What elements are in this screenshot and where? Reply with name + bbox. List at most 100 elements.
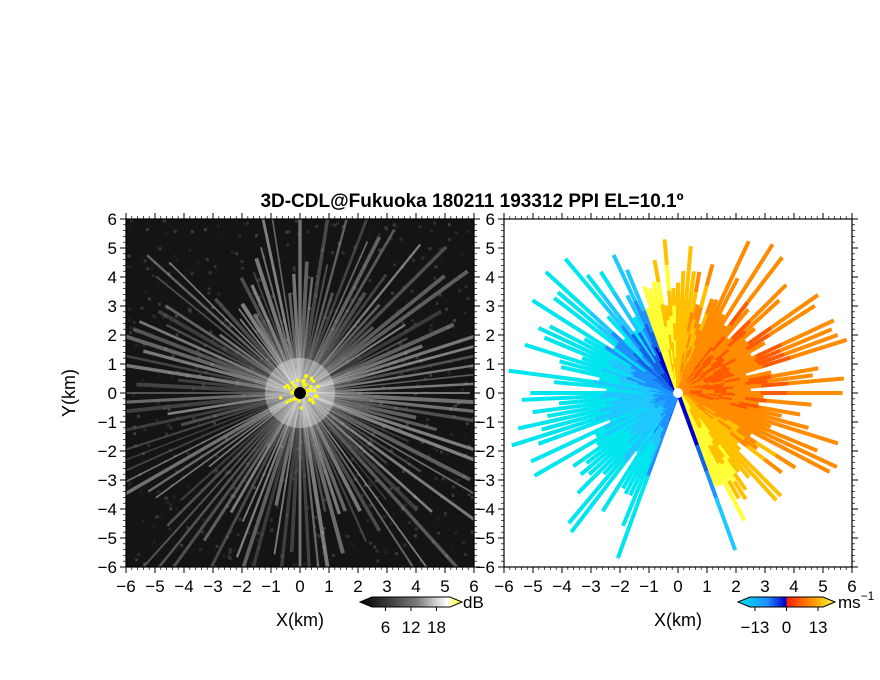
velocity-ray bbox=[622, 337, 635, 350]
velocity-ray bbox=[585, 478, 607, 503]
noise-pixel bbox=[174, 469, 178, 473]
velocity-ray bbox=[779, 408, 801, 417]
noise-pixel bbox=[467, 493, 471, 497]
velocity-ray bbox=[723, 292, 743, 320]
reflectivity-ylabel: Y(km) bbox=[59, 369, 79, 417]
echo-ray bbox=[298, 219, 330, 394]
noise-pixel bbox=[399, 342, 403, 346]
velocity-ray bbox=[714, 388, 727, 394]
velocity-ray bbox=[678, 311, 684, 333]
velocity-ray bbox=[585, 449, 603, 465]
noise-pixel bbox=[217, 271, 221, 275]
y-tick-label: −2 bbox=[476, 442, 495, 461]
velocity-ray bbox=[598, 396, 619, 402]
x-tick-label: −3 bbox=[203, 577, 222, 596]
noise-pixel bbox=[129, 219, 133, 223]
velocity-ray bbox=[597, 402, 626, 413]
noise-pixel bbox=[188, 308, 192, 312]
velocity-ray bbox=[711, 291, 727, 318]
velocity-ray bbox=[725, 359, 740, 370]
noise-pixel bbox=[157, 515, 161, 519]
velocity-ray bbox=[616, 341, 640, 361]
echo-ray bbox=[141, 392, 301, 567]
noise-pixel bbox=[147, 297, 151, 301]
x-tick-label: 0 bbox=[295, 577, 304, 596]
noise-pixel bbox=[427, 454, 431, 458]
noise-pixel bbox=[254, 519, 258, 523]
noise-pixel bbox=[190, 230, 194, 234]
noise-pixel bbox=[389, 487, 393, 491]
noise-pixel bbox=[379, 402, 383, 406]
velocity-ray bbox=[716, 419, 732, 432]
velocity-ray bbox=[695, 330, 706, 348]
noise-pixel bbox=[375, 495, 379, 499]
velocity-ray bbox=[739, 413, 757, 424]
noise-pixel bbox=[429, 229, 433, 233]
velocity-ray bbox=[709, 427, 729, 448]
velocity-ray bbox=[735, 240, 751, 268]
velocity-ray bbox=[606, 387, 619, 393]
noise-pixel bbox=[383, 421, 387, 425]
velocity-ray bbox=[536, 372, 566, 381]
strong-echo bbox=[297, 399, 301, 403]
echo-ray bbox=[126, 392, 301, 451]
velocity-ray bbox=[609, 425, 626, 438]
velocity-ray bbox=[642, 431, 653, 444]
velocity-ray bbox=[744, 314, 764, 333]
velocity-ray bbox=[593, 379, 622, 388]
noise-pixel bbox=[139, 489, 143, 493]
noise-pixel bbox=[315, 224, 319, 228]
velocity-ray bbox=[639, 328, 651, 344]
velocity-ray bbox=[730, 415, 759, 432]
velocity-ray bbox=[746, 419, 772, 434]
noise-pixel bbox=[143, 428, 147, 432]
strong-echo bbox=[299, 406, 303, 410]
noise-pixel bbox=[216, 224, 220, 228]
noise-pixel bbox=[256, 304, 260, 308]
noise-pixel bbox=[456, 478, 460, 482]
velocity-ray bbox=[693, 329, 703, 347]
strong-echo bbox=[285, 400, 289, 404]
velocity-ray bbox=[780, 330, 809, 347]
echo-ray bbox=[299, 391, 474, 462]
noise-pixel bbox=[291, 476, 295, 480]
noise-pixel bbox=[214, 473, 218, 477]
noise-pixel bbox=[285, 338, 289, 342]
noise-pixel bbox=[217, 357, 221, 361]
velocity-ray bbox=[735, 428, 758, 445]
velocity-ray bbox=[749, 341, 766, 353]
velocity-ray bbox=[584, 416, 609, 429]
noise-pixel bbox=[377, 233, 381, 237]
velocity-ray bbox=[760, 298, 781, 318]
velocity-ray bbox=[697, 438, 709, 456]
echo-ray bbox=[298, 219, 348, 394]
velocity-ray bbox=[729, 428, 746, 441]
noise-pixel bbox=[143, 259, 147, 263]
velocity-ray bbox=[817, 337, 848, 351]
velocity-ray bbox=[717, 429, 732, 442]
x-tick-label: 4 bbox=[789, 577, 798, 596]
noise-pixel bbox=[439, 259, 443, 263]
strong-echo bbox=[307, 398, 311, 402]
noise-pixel bbox=[175, 507, 179, 511]
noise-pixel bbox=[453, 404, 457, 408]
noise-pixel bbox=[157, 282, 161, 286]
noise-pixel bbox=[351, 543, 355, 547]
x-tick-label: 6 bbox=[469, 577, 478, 596]
noise-pixel bbox=[141, 519, 145, 523]
noise-pixel bbox=[386, 348, 390, 352]
velocity-ray bbox=[733, 383, 762, 391]
noise-pixel bbox=[428, 247, 432, 251]
noise-pixel bbox=[192, 416, 196, 420]
noise-pixel bbox=[167, 408, 171, 412]
velocity-ray bbox=[738, 387, 751, 393]
noise-pixel bbox=[173, 452, 177, 456]
velocity-ray bbox=[707, 317, 728, 345]
noise-pixel bbox=[222, 554, 226, 558]
velocity-ray bbox=[724, 377, 741, 385]
noise-pixel bbox=[131, 441, 135, 445]
echo-ray bbox=[299, 392, 415, 567]
velocity-ray bbox=[602, 445, 621, 463]
noise-pixel bbox=[369, 224, 373, 228]
noise-pixel bbox=[325, 547, 329, 551]
